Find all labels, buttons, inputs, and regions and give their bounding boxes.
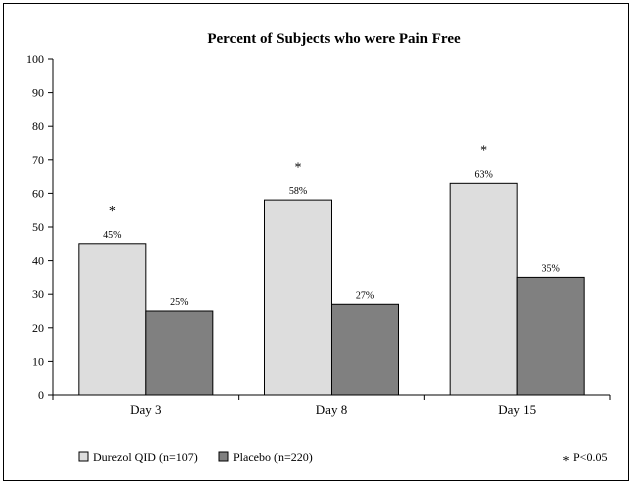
y-tick-label: 50 [32,220,44,234]
y-axis: 0 10 20 30 40 50 60 70 80 90 100 [26,52,54,402]
bar [331,303,399,396]
legend-significance-marker: * [563,454,570,469]
legend-label-placebo: Placebo (n=220) [233,450,313,464]
y-tick-label: 0 [38,388,44,402]
bar [145,310,214,396]
legend-swatch-durezol [78,451,89,462]
y-tick-label: 90 [32,86,44,100]
data-label: 35% [541,263,559,274]
y-tick-label: 100 [26,52,44,66]
legend-significance-label: P<0.05 [573,450,607,464]
y-tick-label: 80 [32,119,44,133]
legend-swatch-placebo [218,451,229,462]
x-axis: Day 3 Day 8 Day 15 [52,394,611,417]
bar [516,276,585,396]
data-label: 63% [474,169,492,180]
y-tick-label: 40 [32,254,44,268]
bar [449,182,518,396]
bar [78,243,147,396]
data-label: 45% [103,230,121,241]
x-tick-label: Day 8 [316,402,347,417]
legend: Durezol QID (n=107) Placebo (n=220) * P<… [78,450,607,469]
y-tick-label: 10 [32,354,44,368]
significance-marker: * [109,204,116,219]
data-label: 58% [289,186,307,197]
y-tick-label: 70 [32,153,44,167]
x-tick-label: Day 15 [498,402,536,417]
bars: 45% 25% 58% 27% 63% 35% * * * [78,144,585,396]
legend-label-durezol: Durezol QID (n=107) [93,450,198,464]
bar [264,199,332,396]
data-label: 27% [356,290,374,301]
significance-marker: * [480,144,487,159]
x-tick-label: Day 3 [130,402,161,417]
data-label: 25% [170,297,188,308]
chart-title: Percent of Subjects who were Pain Free [207,31,461,47]
y-tick-label: 30 [32,287,44,301]
significance-marker: * [295,161,302,176]
y-tick-label: 60 [32,186,44,200]
y-tick-label: 20 [32,321,44,335]
